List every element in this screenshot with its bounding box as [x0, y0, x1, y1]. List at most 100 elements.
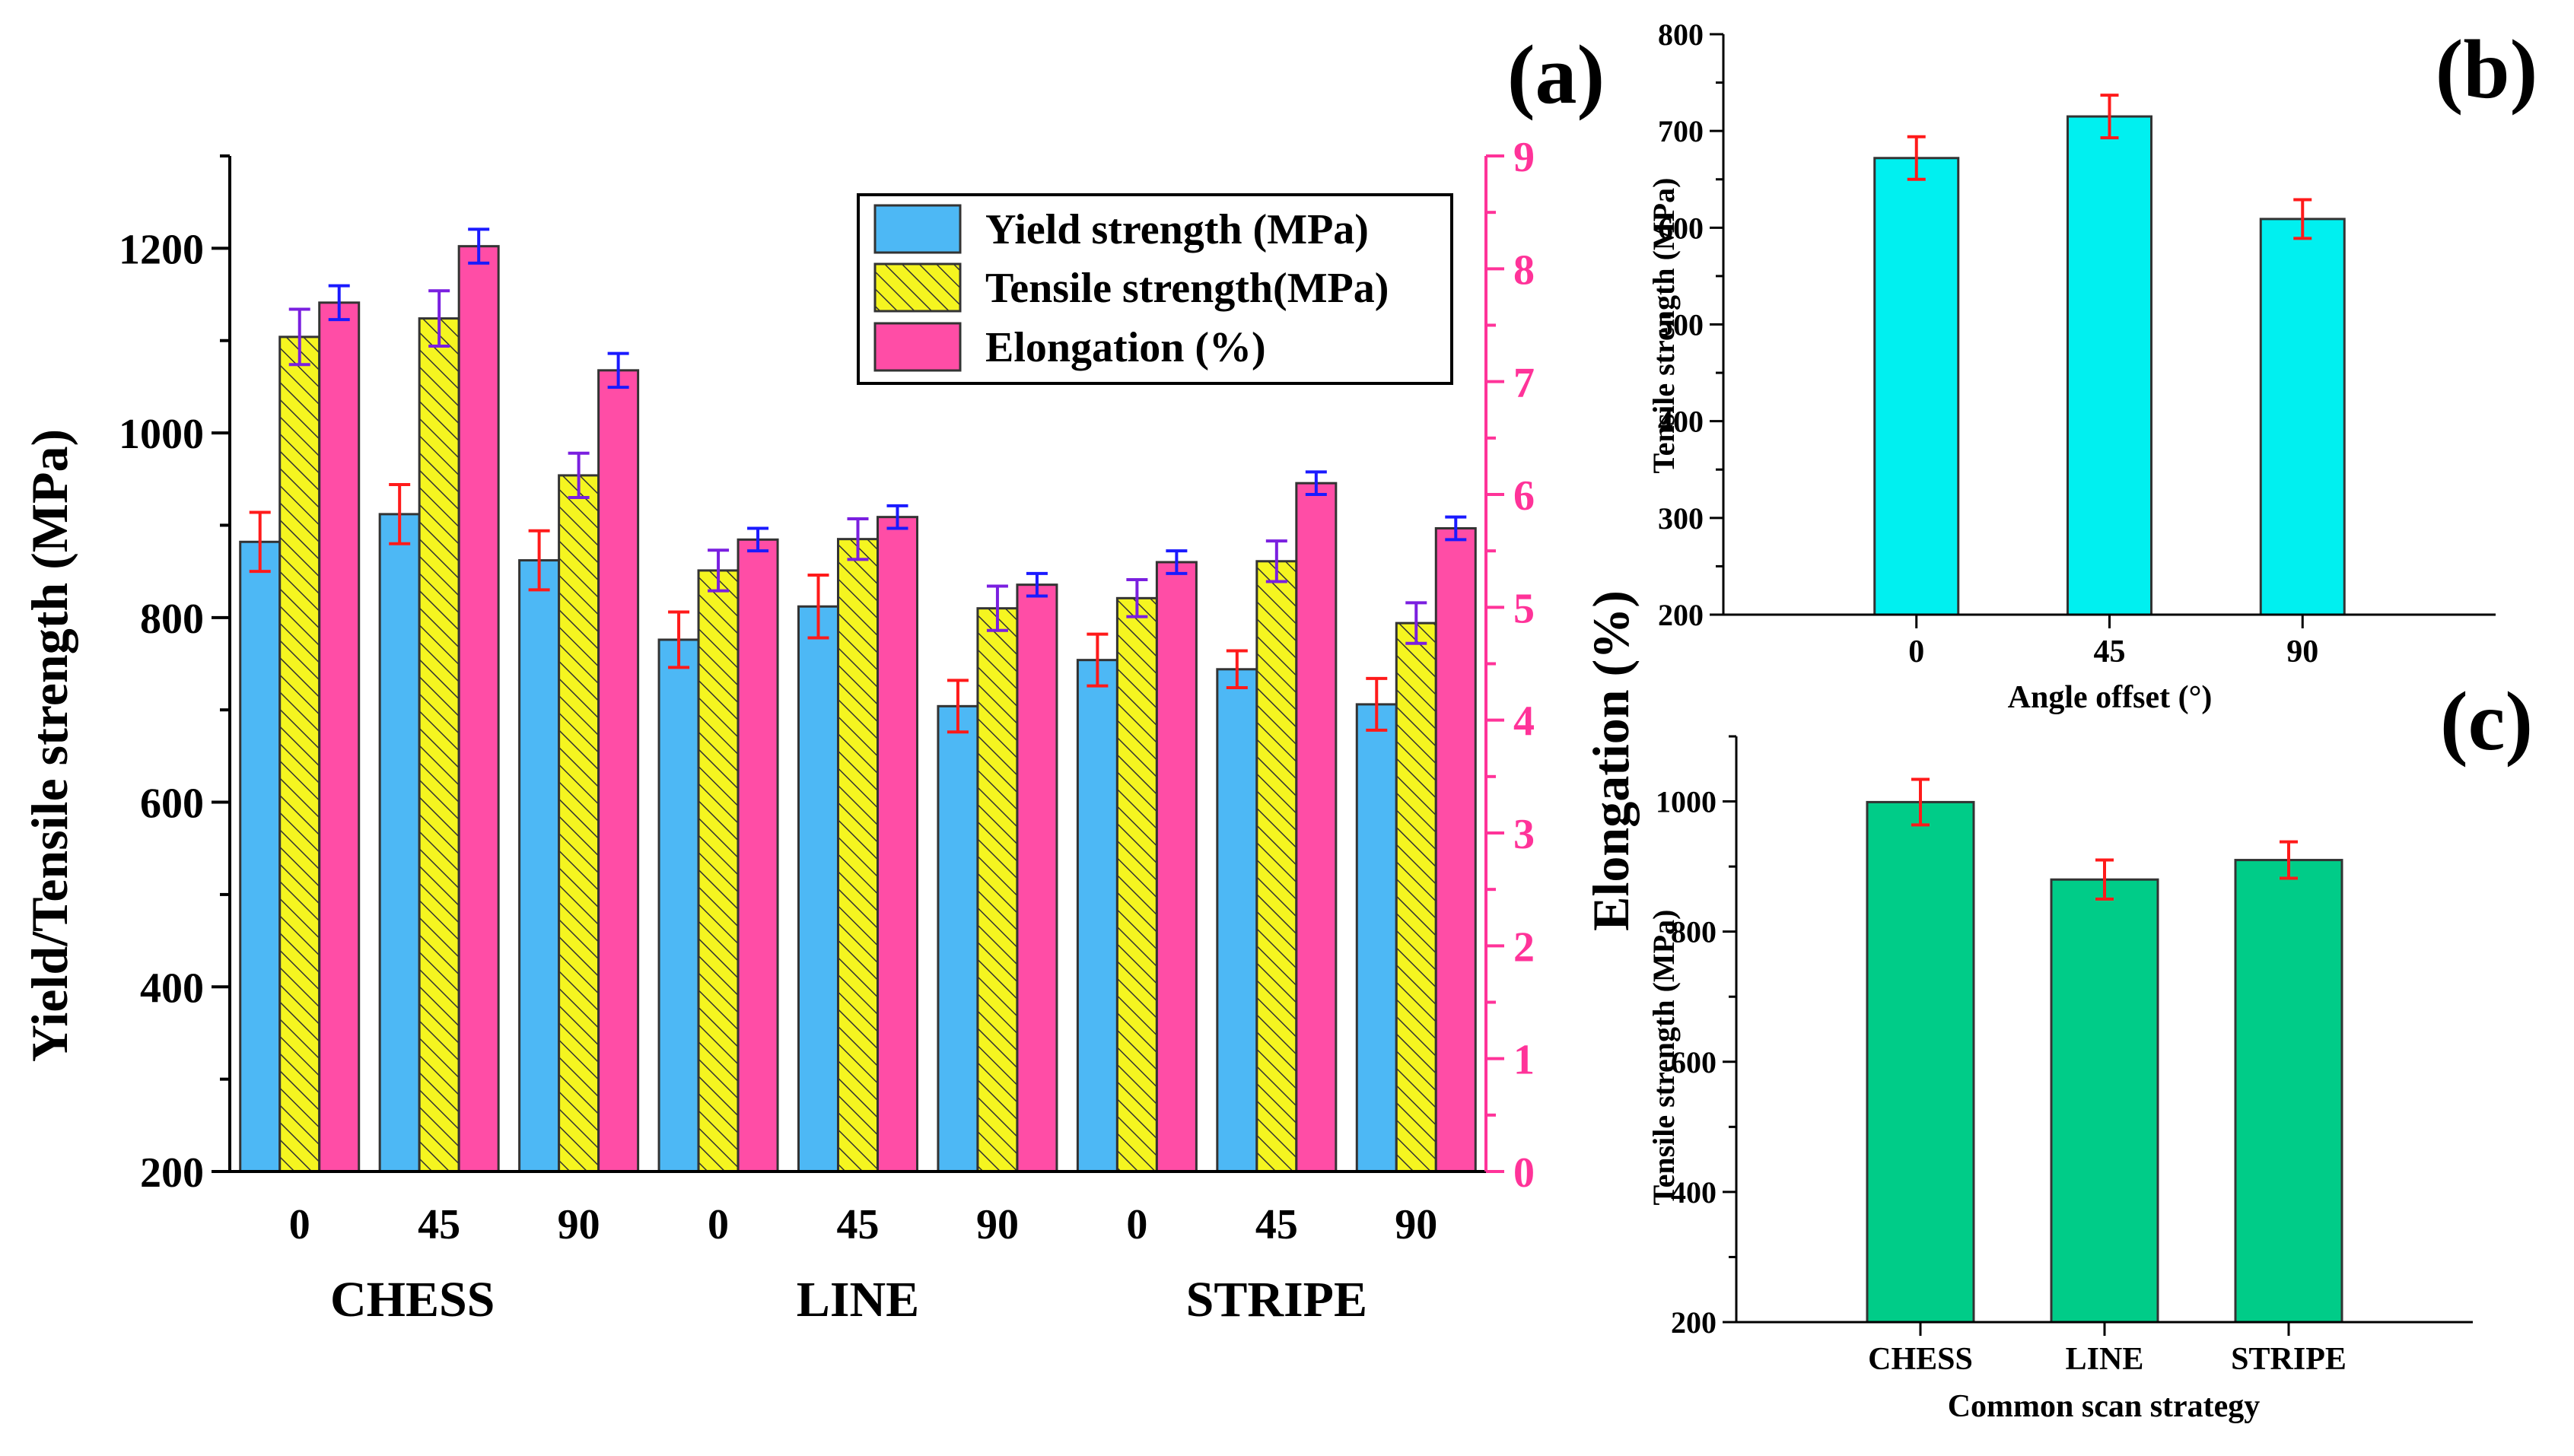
x-tick-label: 90: [1395, 1201, 1437, 1248]
x-tick-label: 45: [418, 1201, 460, 1248]
right-tick-label: 4: [1513, 698, 1535, 745]
bar-elongation: [597, 369, 640, 1173]
x-tick-label: 0: [1908, 634, 1924, 669]
x-tick-label: 0: [1126, 1201, 1147, 1248]
bar-elongation: [1016, 583, 1058, 1173]
x-tick-label: CHESS: [1868, 1342, 1973, 1377]
y-tick-label: 400: [1658, 405, 1704, 439]
bar-tensile: [976, 607, 1019, 1173]
panel-c: (c) CHESS LINE STRIPE 200 400 600 800 1000 Tens…: [1647, 675, 2533, 1424]
y-tick-label: 300: [1658, 501, 1704, 536]
y-tick-label: 400: [140, 965, 204, 1012]
bar: [1866, 800, 1975, 1324]
panel-b-y-axis-label: Tensile strength (MPa): [1647, 178, 1681, 474]
bar-tensile: [1115, 596, 1158, 1173]
y-tick-label: 400: [1671, 1175, 1717, 1210]
right-tick-label: 2: [1513, 924, 1535, 971]
y-tick-label: 600: [1671, 1045, 1717, 1079]
panel-a-y-axis-label: Yield/Tensile strength (MPa): [21, 429, 78, 1062]
legend-swatch-tensile: [873, 262, 962, 313]
bar-elongation: [457, 245, 500, 1173]
y-tick-label: 200: [1671, 1305, 1717, 1340]
y-tick-label: 700: [1658, 114, 1704, 148]
y-tick-label: 800: [1671, 915, 1717, 949]
x-tick-label: STRIPE: [2231, 1342, 2347, 1377]
category-label: STRIPE: [1186, 1272, 1367, 1327]
bar-elongation: [318, 301, 361, 1173]
right-tick-label: 0: [1513, 1149, 1535, 1197]
right-tick-label: 1: [1513, 1037, 1535, 1084]
panel-c-x-axis-label: Common scan strategy: [1948, 1389, 2261, 1424]
bar-tensile: [418, 317, 460, 1173]
y-tick-label: 1000: [119, 411, 204, 458]
y-tick-label: 1200: [119, 226, 204, 273]
y-tick-label: 200: [140, 1149, 204, 1197]
bar: [2067, 115, 2152, 616]
bar-yield: [518, 559, 561, 1173]
bar-yield: [797, 605, 839, 1173]
bar-yield: [657, 638, 700, 1173]
panel-a-right-axis-label: Elongation (%): [1582, 590, 1640, 931]
bar-tensile: [837, 538, 879, 1173]
bar-yield: [1076, 659, 1118, 1173]
y-tick-label: 800: [1658, 17, 1704, 52]
bar-tensile: [558, 474, 600, 1173]
bar: [2050, 878, 2159, 1324]
legend-label-elongation: Elongation (%): [985, 324, 1266, 371]
panel-c-y-axis-label: Tensile strength (MPa): [1647, 910, 1681, 1206]
x-tick-label: 45: [1255, 1201, 1298, 1248]
right-tick-label: 6: [1513, 472, 1535, 520]
y-tick-label: 600: [1658, 211, 1704, 245]
bar-yield: [1355, 703, 1398, 1173]
panel-b-x-axis-label: Angle offset (°): [2008, 680, 2213, 715]
x-tick-label: LINE: [2066, 1342, 2144, 1377]
bar-elongation: [877, 516, 918, 1173]
panel-a-legend: Yield strength (MPa) Tensile strength(MP…: [857, 193, 1453, 385]
legend-label-tensile: Tensile strength(MPa): [985, 265, 1389, 312]
panel-b-plot-area: 0 45 90 200 300 400 500 600 700 800: [1658, 17, 2496, 669]
x-tick-label: 0: [289, 1201, 310, 1248]
y-tick-label: 1000: [1656, 785, 1717, 819]
category-label: CHESS: [330, 1272, 495, 1327]
bar: [2259, 218, 2346, 616]
x-tick-label: 0: [708, 1201, 729, 1248]
bar-elongation: [1434, 527, 1477, 1173]
bar-yield: [239, 540, 282, 1173]
x-tick-label: 90: [976, 1201, 1019, 1248]
bar-yield: [937, 704, 979, 1173]
legend-label-yield: Yield strength (MPa): [985, 206, 1369, 253]
bar-tensile: [1255, 560, 1298, 1173]
right-tick-label: 5: [1513, 585, 1535, 632]
bar-elongation: [1295, 482, 1338, 1173]
bar: [2234, 859, 2343, 1324]
legend-swatch-yield: [873, 204, 962, 254]
bar-elongation: [737, 538, 779, 1173]
y-tick-label: 200: [1658, 598, 1704, 632]
panel-a-label: (a): [1507, 28, 1605, 121]
bar-yield: [1216, 668, 1258, 1173]
panel-c-plot-area: CHESS LINE STRIPE 200 400 600 800 1000: [1656, 735, 2473, 1377]
right-tick-label: 9: [1513, 134, 1535, 181]
bar-tensile: [1395, 622, 1437, 1173]
right-tick-label: 7: [1513, 360, 1535, 407]
panel-b-label: (b): [2436, 23, 2537, 116]
x-tick-label: 45: [837, 1201, 880, 1248]
bar-yield: [378, 513, 421, 1173]
panel-b: (b) 0 45 90 200 300 400 500 600 700 800 Tensile s…: [1647, 17, 2537, 715]
y-tick-label: 600: [140, 780, 204, 828]
y-tick-label: 500: [1658, 308, 1704, 342]
bar-tensile: [697, 569, 740, 1173]
x-tick-label: 45: [2094, 634, 2126, 669]
panel-c-label: (c): [2440, 675, 2533, 768]
bar-elongation: [1155, 561, 1198, 1173]
bar: [1873, 157, 1960, 616]
bar-tensile: [278, 335, 321, 1173]
x-tick-label: 90: [558, 1201, 600, 1248]
right-tick-label: 8: [1513, 246, 1535, 294]
category-label: LINE: [797, 1272, 919, 1327]
right-tick-label: 3: [1513, 811, 1535, 858]
legend-swatch-elongation: [873, 322, 962, 372]
